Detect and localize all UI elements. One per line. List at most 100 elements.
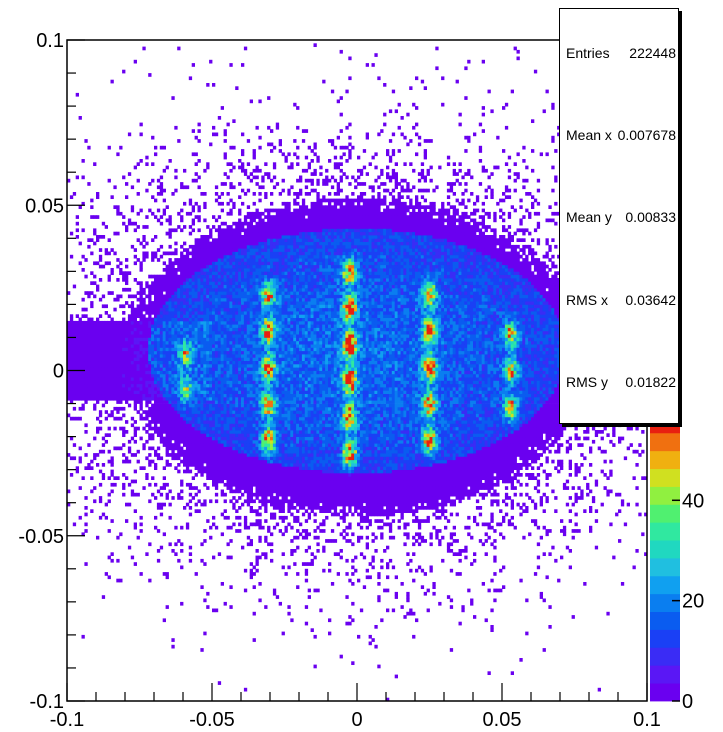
heatmap-cell [212, 125, 216, 130]
heatmap-cell [214, 254, 219, 259]
heatmap-cell [142, 297, 146, 302]
heatmap-cell [200, 324, 204, 328]
heatmap-cell [162, 208, 166, 213]
heatmap-cell [203, 268, 207, 272]
heatmap-cell [272, 320, 277, 325]
heatmap-cell [249, 423, 253, 428]
heatmap-cell [122, 393, 126, 398]
heatmap-cell [130, 208, 135, 213]
heatmap-cell [223, 281, 227, 286]
heatmap-cell [241, 284, 245, 289]
heatmap-cell [139, 413, 143, 418]
heatmap-cell [267, 258, 271, 262]
heatmap-cell [241, 479, 245, 484]
heatmap-cell [267, 499, 271, 504]
heatmap-cell [238, 350, 242, 355]
heatmap-cell [243, 486, 248, 490]
heatmap-cell [261, 235, 265, 239]
heatmap-cell [255, 165, 259, 170]
heatmap-cell [232, 221, 236, 226]
heatmap-cell [194, 317, 198, 322]
heatmap-cell [183, 317, 187, 322]
heatmap-cell [162, 370, 166, 375]
heatmap-cell [212, 390, 216, 395]
heatmap-cell [122, 380, 126, 385]
heatmap-cell [81, 387, 85, 391]
heatmap-cell [122, 215, 126, 219]
heatmap-cell [209, 347, 213, 352]
heatmap-cell [185, 314, 190, 319]
heatmap-cell [75, 383, 79, 388]
heatmap-cell [69, 354, 74, 358]
heatmap-cell [183, 469, 187, 474]
heatmap-cell [72, 370, 77, 375]
heatmap-cell [238, 476, 242, 481]
heatmap-cell [156, 373, 161, 378]
heatmap-cell [110, 390, 114, 395]
heatmap-cell [223, 430, 227, 434]
heatmap-cell [243, 291, 248, 295]
heatmap-cell [148, 307, 152, 312]
heatmap-cell [96, 535, 100, 540]
heatmap-cell [98, 248, 103, 252]
heatmap-cell [252, 370, 256, 375]
heatmap-cell [162, 284, 166, 289]
heatmap-cell [258, 350, 262, 355]
heatmap-cell [142, 320, 146, 325]
heatmap-cell [145, 317, 149, 322]
heatmap-cell [252, 307, 256, 312]
heatmap-cell [220, 426, 224, 431]
heatmap-cell [264, 449, 268, 454]
heatmap-cell [223, 284, 227, 289]
heatmap-cell [154, 320, 158, 325]
heatmap-cell [241, 221, 245, 226]
heatmap-cell [212, 307, 216, 312]
heatmap-cell [267, 211, 271, 216]
heatmap-cell [177, 496, 181, 500]
heatmap-cell [72, 327, 77, 332]
heatmap-cell [130, 423, 135, 428]
heatmap-cell [217, 396, 222, 401]
heatmap-cell [226, 426, 230, 431]
heatmap-cell [194, 492, 198, 497]
heatmap-cell [197, 469, 201, 474]
heatmap-cell [232, 363, 236, 368]
heatmap-cell [241, 307, 245, 312]
heatmap-cell [162, 347, 166, 352]
heatmap-cell [249, 258, 253, 262]
heatmap-cell [258, 135, 262, 140]
heatmap-cell [69, 337, 74, 342]
heatmap-cell [267, 268, 271, 272]
heatmap-cell [156, 430, 161, 434]
heatmap-cell [78, 363, 82, 368]
heatmap-cell [185, 383, 190, 388]
heatmap-cell [272, 294, 277, 299]
heatmap-cell [194, 284, 198, 289]
heatmap-cell [165, 420, 169, 424]
heatmap-cell [229, 208, 233, 213]
heatmap-cell [194, 502, 198, 507]
heatmap-cell [159, 145, 164, 150]
heatmap-cell [252, 274, 256, 279]
heatmap-cell [278, 311, 282, 315]
heatmap-cell [258, 439, 262, 444]
heatmap-cell [67, 363, 71, 368]
heatmap-cell [156, 377, 161, 381]
heatmap-cell [270, 387, 274, 391]
heatmap-cell [243, 307, 248, 312]
heatmap-cell [156, 185, 161, 190]
heatmap-cell [93, 387, 97, 391]
heatmap-cell [235, 489, 239, 494]
heatmap-cell [90, 380, 94, 385]
heatmap-cell [185, 350, 190, 355]
heatmap-cell [270, 393, 274, 398]
heatmap-cell [139, 268, 143, 272]
heatmap-cell [229, 145, 233, 150]
heatmap-cell [159, 344, 164, 348]
heatmap-cell [220, 393, 224, 398]
heatmap-cell [252, 284, 256, 289]
heatmap-cell [252, 340, 256, 345]
heatmap-cell [90, 344, 94, 348]
heatmap-cell [151, 281, 155, 286]
heatmap-cell [119, 360, 123, 365]
